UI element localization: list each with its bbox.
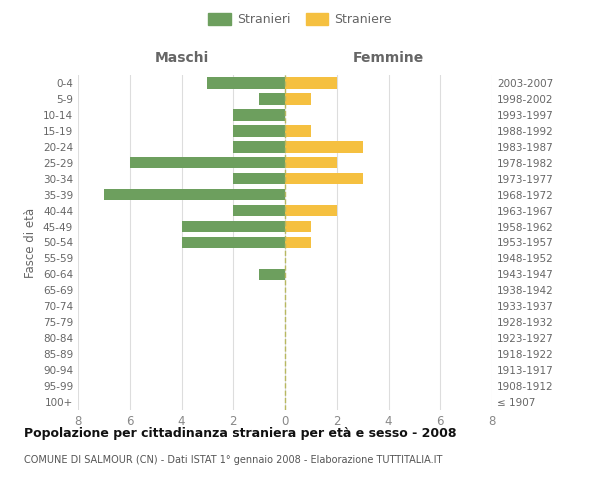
- Text: COMUNE DI SALMOUR (CN) - Dati ISTAT 1° gennaio 2008 - Elaborazione TUTTITALIA.IT: COMUNE DI SALMOUR (CN) - Dati ISTAT 1° g…: [24, 455, 442, 465]
- Bar: [285, 77, 337, 88]
- Bar: [285, 173, 362, 184]
- Bar: [285, 125, 311, 136]
- Bar: [259, 93, 285, 104]
- Bar: [285, 205, 337, 216]
- Bar: [104, 189, 285, 200]
- Bar: [259, 268, 285, 280]
- Text: Femmine: Femmine: [353, 51, 424, 65]
- Bar: [285, 141, 362, 152]
- Bar: [233, 125, 285, 136]
- Y-axis label: Fasce di età: Fasce di età: [25, 208, 37, 278]
- Bar: [182, 221, 285, 232]
- Bar: [233, 173, 285, 184]
- Bar: [285, 221, 311, 232]
- Bar: [233, 141, 285, 152]
- Bar: [285, 157, 337, 168]
- Bar: [285, 237, 311, 248]
- Bar: [182, 237, 285, 248]
- Text: Popolazione per cittadinanza straniera per età e sesso - 2008: Popolazione per cittadinanza straniera p…: [24, 428, 457, 440]
- Bar: [208, 77, 285, 88]
- Bar: [285, 93, 311, 104]
- Bar: [233, 109, 285, 120]
- Legend: Stranieri, Straniere: Stranieri, Straniere: [205, 8, 395, 30]
- Text: Maschi: Maschi: [154, 51, 209, 65]
- Bar: [233, 205, 285, 216]
- Bar: [130, 157, 285, 168]
